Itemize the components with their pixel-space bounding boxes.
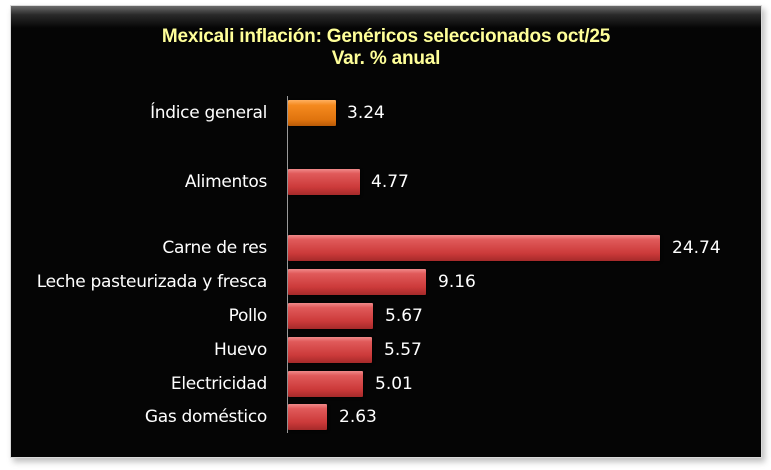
value-label: 5.67 (385, 306, 423, 326)
bar-row-electricidad: Electricidad 5.01 (11, 371, 761, 397)
category-label: Huevo (214, 340, 267, 360)
bar-row-carne-de-res: Carne de res 24.74 (11, 235, 761, 261)
category-label: Carne de res (162, 238, 267, 258)
bar (288, 404, 327, 430)
bar (288, 269, 426, 295)
value-label: 9.16 (438, 272, 476, 292)
category-label: Leche pasteurizada y fresca (36, 272, 268, 292)
value-label: 5.01 (375, 374, 413, 394)
category-label: Gas doméstico (144, 407, 267, 427)
category-label: Índice general (150, 103, 267, 123)
bar (288, 303, 373, 329)
category-label: Pollo (228, 306, 268, 326)
panel-bevel (11, 6, 761, 28)
value-label: 5.57 (384, 340, 422, 360)
bar-row-huevo: Huevo 5.57 (11, 337, 761, 363)
chart-panel: Mexicali inflación: Genéricos selecciona… (10, 5, 762, 458)
bar (288, 371, 363, 397)
chart-subtitle: Var. % anual (331, 48, 441, 69)
category-label: Electricidad (170, 374, 267, 394)
category-label: Alimentos (184, 172, 267, 192)
bar (288, 100, 336, 126)
chart-title: Mexicali inflación: Genéricos selecciona… (11, 26, 761, 70)
value-label: 2.63 (339, 407, 377, 427)
category-axis-line (287, 96, 288, 433)
value-label: 3.24 (347, 103, 385, 123)
bar (288, 337, 372, 363)
bar-row-gas-domestico: Gas doméstico 2.63 (11, 404, 761, 430)
bar-row-alimentos: Alimentos 4.77 (11, 169, 761, 195)
bar-row-indice-general: Índice general 3.24 (11, 100, 761, 126)
bar-row-leche: Leche pasteurizada y fresca 9.16 (11, 269, 761, 295)
value-label: 24.74 (672, 238, 721, 258)
bar (288, 235, 660, 261)
value-label: 4.77 (371, 172, 409, 192)
bar (288, 169, 360, 195)
chart-title-line1: Mexicali inflación: Genéricos selecciona… (161, 26, 611, 47)
bar-row-pollo: Pollo 5.67 (11, 303, 761, 329)
